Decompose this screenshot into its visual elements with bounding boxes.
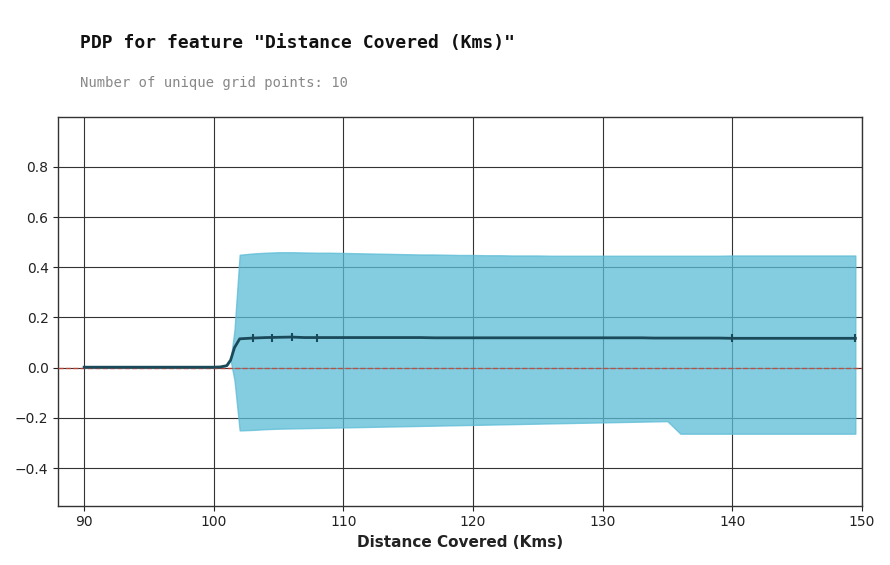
Text: PDP for feature "Distance Covered (Kms)": PDP for feature "Distance Covered (Kms)" <box>80 34 515 52</box>
X-axis label: Distance Covered (Kms): Distance Covered (Kms) <box>357 535 563 550</box>
Text: Number of unique grid points: 10: Number of unique grid points: 10 <box>80 76 348 90</box>
